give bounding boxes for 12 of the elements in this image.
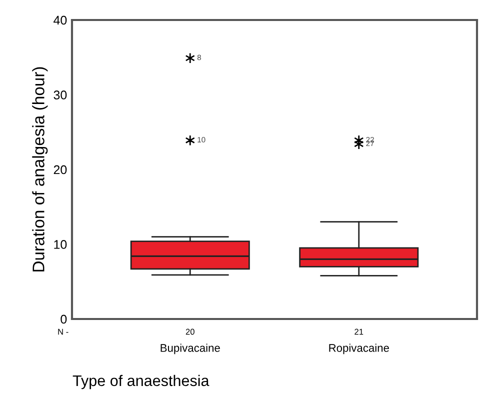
y-tick-label: 10 (54, 240, 67, 249)
x-axis-title: Type of anaesthesia (72, 374, 210, 390)
x-tick-label: Ropivacaine (329, 344, 389, 354)
text: 21 (354, 328, 364, 335)
text: N - (58, 328, 68, 335)
text: 20 (186, 328, 194, 335)
y-tick-label: 0 (60, 314, 67, 324)
y-tick-label: 40 (54, 16, 67, 25)
y-tick-label: 30 (54, 90, 67, 100)
y-tick-label: 20 (54, 165, 67, 174)
x-tick-label: Bupivacaine (160, 344, 220, 354)
y-axis-title: Duration of analgesia (hour) (32, 67, 48, 272)
